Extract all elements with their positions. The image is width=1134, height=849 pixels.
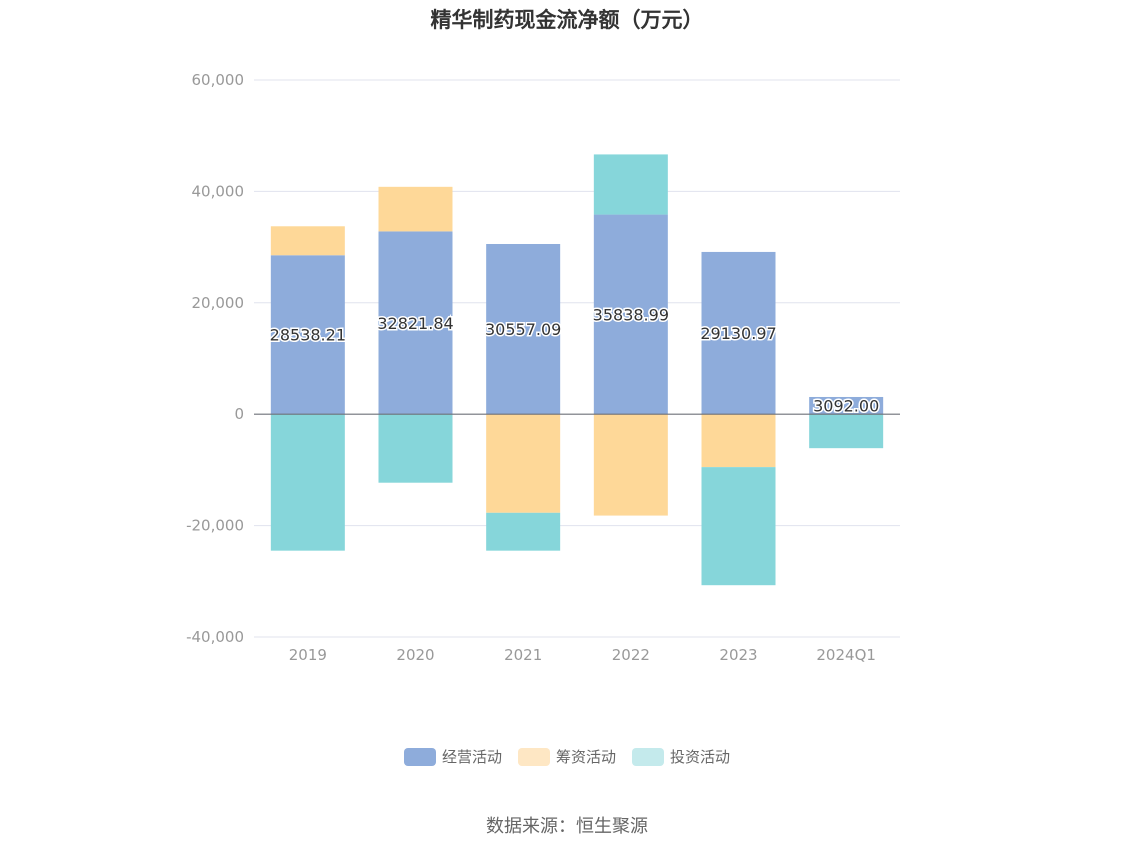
y-tick-label: -20,000 — [186, 517, 244, 535]
bar-经营活动-2022 — [593, 214, 668, 415]
x-tick-label: 2019 — [289, 646, 327, 664]
bar-投资活动-2022 — [593, 154, 668, 215]
x-tick-label: 2020 — [396, 646, 434, 664]
bar-筹资活动-2019 — [270, 226, 345, 256]
y-tick-label: 60,000 — [192, 71, 245, 89]
x-tick-label: 2023 — [719, 646, 757, 664]
chart-title: 精华制药现金流净额（万元） — [430, 8, 704, 32]
x-tick-label: 2022 — [612, 646, 650, 664]
bar-经营活动-2024Q1 — [809, 396, 884, 415]
data-label: 35838.99 — [593, 305, 669, 324]
legend-label-financing: 筹资活动 — [555, 748, 616, 766]
y-tick-label: 40,000 — [192, 182, 245, 200]
data-label: 32821.84 — [377, 314, 453, 333]
bar-经营活动-2020 — [378, 231, 453, 415]
legend-swatch-operating — [403, 747, 436, 766]
x-tick-label: 2021 — [504, 646, 542, 664]
bar-投资活动-2023 — [701, 467, 776, 586]
legend-label-investing: 投资活动 — [670, 748, 731, 766]
legend-swatch-investing — [632, 747, 664, 766]
legend: 经营活动 筹资活动 投资活动 — [0, 746, 1134, 767]
bar-筹资活动-2023 — [701, 414, 776, 468]
bar-筹资活动-2022 — [593, 414, 668, 516]
y-tick-label: -40,000 — [186, 628, 244, 646]
bar-经营活动-2023 — [701, 251, 776, 415]
legend-item-operating[interactable]: 经营活动 — [403, 746, 502, 767]
legend-item-investing[interactable]: 投资活动 — [632, 746, 730, 767]
bar-投资活动-2019 — [270, 414, 345, 551]
legend-label-operating: 经营活动 — [441, 748, 502, 766]
y-tick-label: 0 — [234, 405, 244, 423]
data-label: 29130.97 — [700, 324, 776, 343]
bar-经营活动-2021 — [486, 243, 561, 415]
y-tick-label: 20,000 — [192, 294, 245, 312]
bar-筹资活动-2021 — [486, 414, 561, 513]
legend-swatch-financing — [517, 747, 550, 766]
bar-投资活动-2021 — [486, 512, 561, 551]
bar-投资活动-2020 — [378, 414, 453, 483]
data-label: 30557.09 — [485, 320, 561, 339]
bar-经营活动-2019 — [270, 255, 345, 415]
x-tick-label: 2024Q1 — [816, 646, 876, 664]
bar-筹资活动-2020 — [378, 186, 453, 232]
data-source: 数据来源：恒生聚源 — [486, 816, 648, 837]
data-label: 28538.21 — [270, 326, 346, 345]
bar-投资活动-2024Q1 — [809, 414, 884, 449]
legend-item-financing[interactable]: 筹资活动 — [517, 746, 616, 767]
data-label: 3092.00 — [813, 397, 879, 416]
